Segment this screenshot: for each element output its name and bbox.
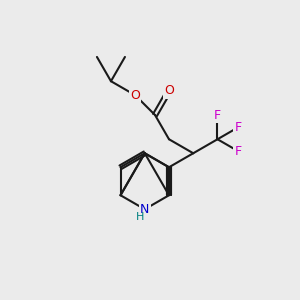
Text: F: F — [235, 121, 242, 134]
Text: N: N — [140, 203, 149, 216]
Text: O: O — [130, 89, 140, 102]
Text: O: O — [164, 84, 174, 97]
Text: H: H — [136, 212, 144, 222]
Text: F: F — [214, 109, 221, 122]
Text: F: F — [235, 145, 242, 158]
